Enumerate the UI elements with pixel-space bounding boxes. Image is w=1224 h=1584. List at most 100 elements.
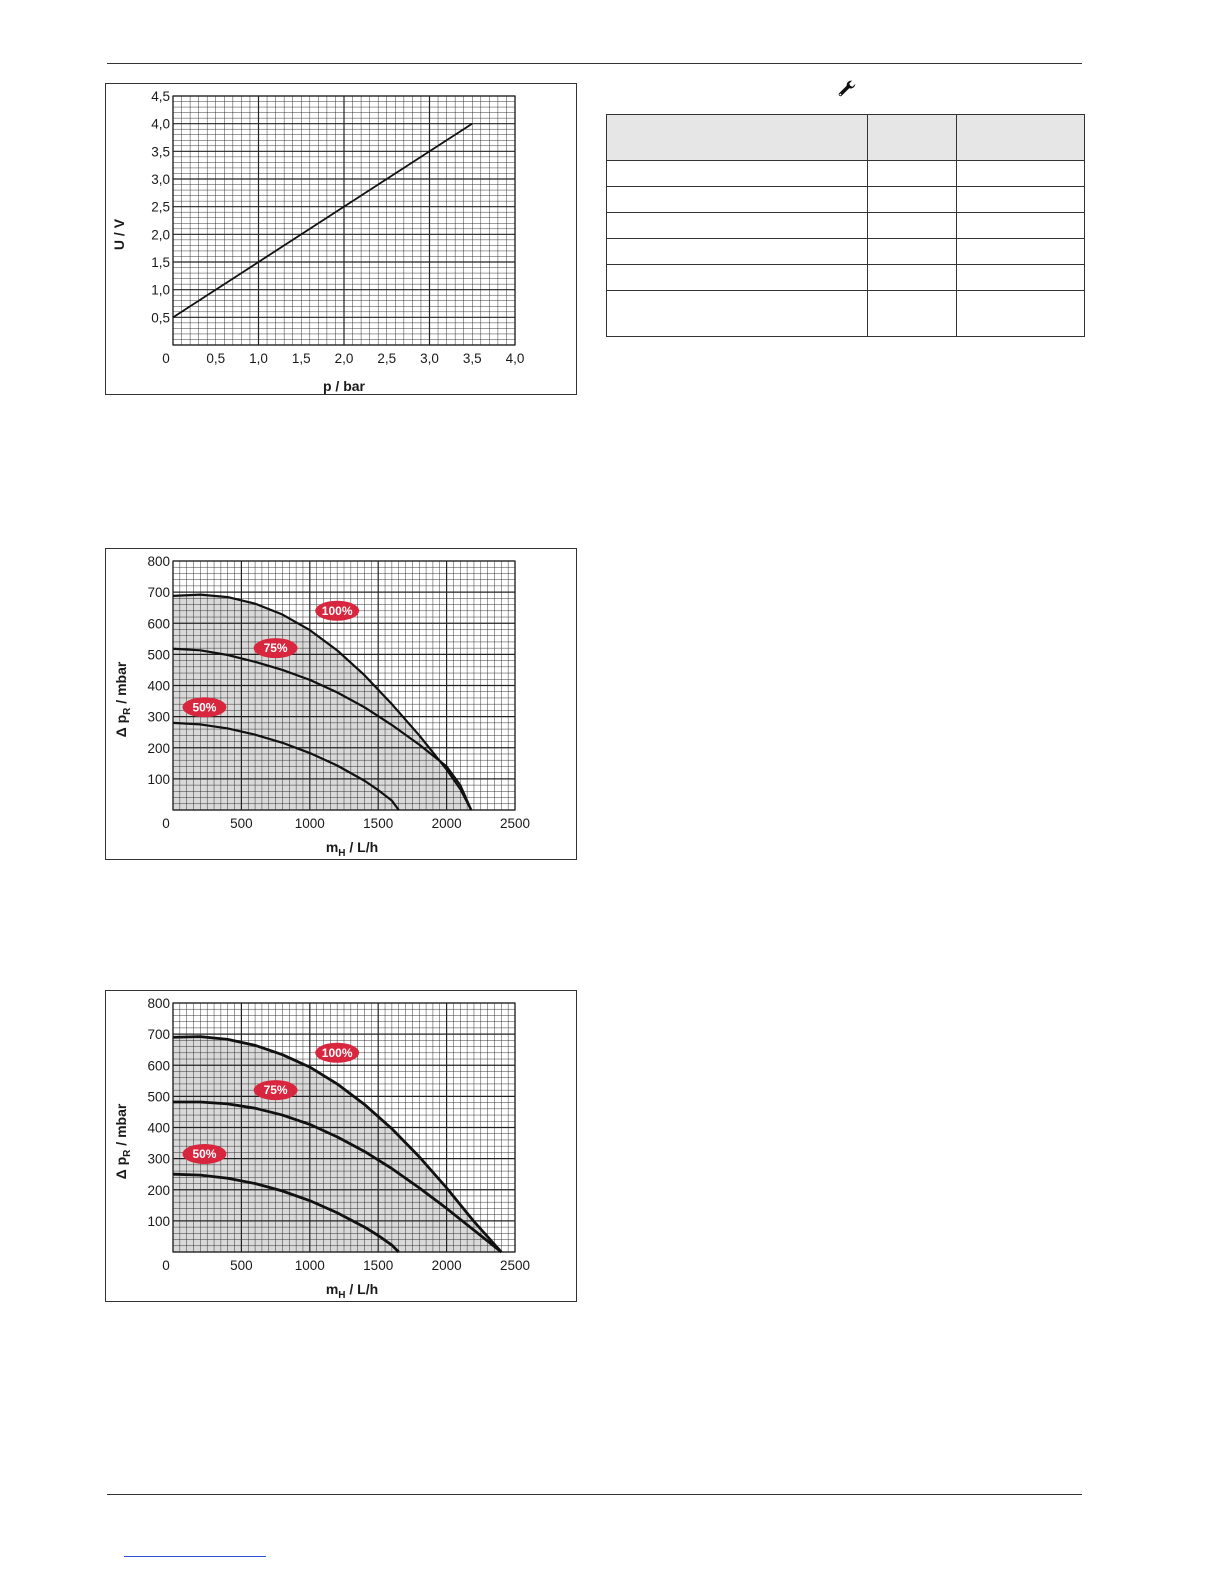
series-line-50pct bbox=[172, 721, 400, 811]
table-cell bbox=[956, 160, 1085, 187]
x-tick-label: 1500 bbox=[363, 1258, 393, 1273]
table-cell bbox=[956, 186, 1085, 213]
x-tick-label: 3,0 bbox=[420, 351, 439, 366]
series-line-0 bbox=[172, 122, 473, 319]
y-tick-label: 2,5 bbox=[151, 200, 170, 215]
x-tick-label: 2500 bbox=[500, 816, 530, 831]
y-tick-label: 700 bbox=[147, 585, 170, 600]
pump-curve-chart-2: 0 500 1000 1500 2000 2500 100 200 300 400 500 600 70… bbox=[105, 990, 577, 1302]
pump-curve-chart-1-svg: 0 500 1000 1500 2000 2500 100 200 300 400 500 600 70… bbox=[113, 554, 530, 859]
x-tick-label: 3,5 bbox=[463, 351, 482, 366]
series-badge bbox=[253, 1080, 298, 1101]
x-tick-label: 2000 bbox=[432, 816, 462, 831]
y-tick-label: 0,5 bbox=[151, 310, 170, 325]
table-row bbox=[606, 212, 1085, 239]
series-line-75pct bbox=[173, 1100, 503, 1254]
table-cell bbox=[867, 160, 957, 187]
series-badge bbox=[315, 600, 360, 621]
y-tick-label: 200 bbox=[147, 741, 170, 756]
y-axis-label-main: Δ p bbox=[113, 1157, 129, 1180]
series-label: 75% bbox=[264, 1083, 288, 1097]
table-cell bbox=[867, 114, 957, 161]
y-tick-label: 100 bbox=[147, 1214, 170, 1229]
x-axis-label: p / bar bbox=[323, 378, 366, 394]
series-label: 50% bbox=[192, 700, 216, 714]
x-tick-label: 2500 bbox=[500, 1258, 530, 1273]
table-row bbox=[606, 160, 1085, 187]
y-tick-label: 600 bbox=[147, 1058, 170, 1073]
y-tick-label: 600 bbox=[147, 616, 170, 631]
x-tick-label: 1500 bbox=[363, 816, 393, 831]
series-badge bbox=[182, 1143, 227, 1164]
y-tick-label: 4,0 bbox=[151, 117, 170, 132]
table-row bbox=[606, 290, 1085, 337]
x-axis-label: mH / L/h bbox=[326, 839, 378, 859]
x-axis-label-sub: H bbox=[338, 1290, 345, 1301]
x-tick-label: 500 bbox=[230, 1258, 253, 1273]
table-cell bbox=[606, 114, 868, 161]
table-cell bbox=[606, 160, 868, 187]
x-tick-label: 0,5 bbox=[206, 351, 225, 366]
y-tick-label: 100 bbox=[147, 772, 170, 787]
y-tick-label: 500 bbox=[147, 1089, 170, 1104]
y-tick-label: 800 bbox=[147, 554, 170, 569]
pressure-voltage-chart-svg: 0 0,5 1,0 1,5 2,0 2,5 3,0 3,5 4,0 0,5 1,0 1,5 2,0 2,5… bbox=[111, 89, 525, 394]
series-label: 100% bbox=[322, 1046, 353, 1060]
y-axis-label-rest: / mbar bbox=[113, 1103, 129, 1149]
table-row bbox=[606, 186, 1085, 213]
pressure-voltage-chart: 0 0,5 1,0 1,5 2,0 2,5 3,0 3,5 4,0 0,5 1,0 1,5 2,0 2,5… bbox=[105, 83, 577, 395]
x-axis-label: mH / L/h bbox=[326, 1281, 378, 1301]
series-line-100pct bbox=[172, 1035, 503, 1253]
table-cell bbox=[956, 264, 1085, 291]
x-axis-label-sub: H bbox=[338, 848, 345, 859]
x-tick-label: 0 bbox=[162, 816, 170, 831]
x-tick-label: 1000 bbox=[295, 816, 325, 831]
y-tick-label: 3,5 bbox=[151, 144, 170, 159]
table-cell bbox=[867, 290, 957, 337]
series-line-100pct bbox=[172, 593, 473, 811]
header-rule bbox=[107, 63, 1082, 64]
x-tick-label: 0 bbox=[162, 1258, 170, 1273]
y-tick-label: 2,0 bbox=[151, 227, 170, 242]
table-cell bbox=[867, 264, 957, 291]
y-tick-label: 500 bbox=[147, 647, 170, 662]
pump-curve-chart-2-svg: 0 500 1000 1500 2000 2500 100 200 300 400 500 600 70… bbox=[113, 996, 530, 1301]
y-tick-label: 3,0 bbox=[151, 172, 170, 187]
table-cell bbox=[867, 212, 957, 239]
x-tick-label: 1000 bbox=[295, 1258, 325, 1273]
footer-rule bbox=[107, 1494, 1082, 1495]
x-tick-label: 500 bbox=[230, 816, 253, 831]
table-cell bbox=[956, 238, 1085, 265]
series-badge bbox=[315, 1042, 360, 1063]
y-tick-label: 300 bbox=[147, 710, 170, 725]
series-badge bbox=[182, 697, 227, 718]
x-tick-label: 2000 bbox=[432, 1258, 462, 1273]
table-cell bbox=[867, 186, 957, 213]
table-row bbox=[606, 238, 1085, 265]
series-label: 100% bbox=[322, 604, 353, 618]
series-line-50pct bbox=[172, 1172, 400, 1253]
wrench-icon bbox=[838, 80, 856, 97]
y-tick-label: 1,0 bbox=[151, 283, 170, 298]
y-tick-label: 400 bbox=[147, 1121, 170, 1136]
pump-curve-chart-1: 0 500 1000 1500 2000 2500 100 200 300 400 500 600 70… bbox=[105, 548, 577, 860]
y-tick-label: 300 bbox=[147, 1152, 170, 1167]
footer-link-underline bbox=[124, 1556, 266, 1557]
y-axis-label: Δ pR / mbar bbox=[113, 661, 133, 737]
y-axis-label-sub: R bbox=[122, 1149, 133, 1157]
plot-frame bbox=[172, 1002, 516, 1253]
x-tick-label: 1,0 bbox=[249, 351, 268, 366]
plot-frame bbox=[172, 560, 516, 811]
table-cell bbox=[606, 264, 868, 291]
y-tick-label: 200 bbox=[147, 1183, 170, 1198]
y-axis-label-sub: R bbox=[122, 707, 133, 715]
x-tick-label: 4,0 bbox=[506, 351, 525, 366]
data-table bbox=[606, 114, 1085, 337]
y-axis-label-main: Δ p bbox=[113, 715, 129, 738]
table-cell bbox=[956, 114, 1085, 161]
table-cell bbox=[606, 212, 868, 239]
y-axis-label-rest: / mbar bbox=[113, 661, 129, 707]
table-cell bbox=[606, 186, 868, 213]
table-row bbox=[606, 114, 1085, 161]
y-tick-label: 400 bbox=[147, 679, 170, 694]
